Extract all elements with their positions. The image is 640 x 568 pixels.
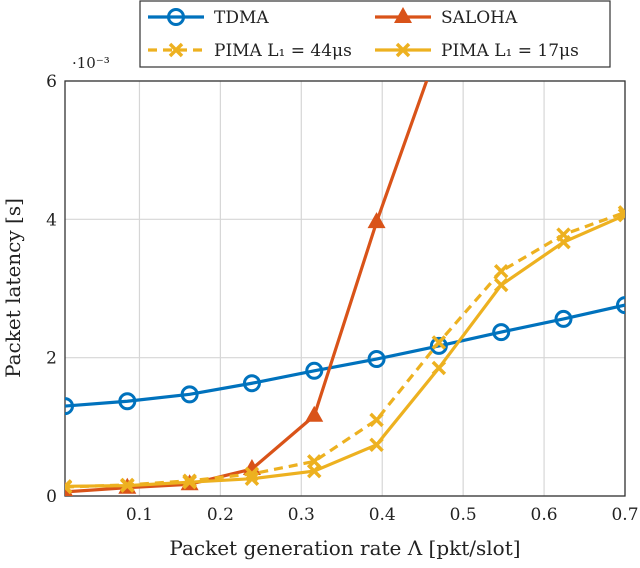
data-point — [616, 296, 625, 315]
x-tick-label: 0.4 — [369, 505, 396, 525]
y-tick-label: 2 — [46, 349, 57, 369]
data-point — [492, 323, 511, 342]
legend-item: PIMA L₁ = 17μs — [375, 41, 579, 61]
data-point — [556, 234, 571, 250]
data-point — [431, 335, 447, 350]
data-point — [429, 336, 448, 355]
x-tick-label: 0.3 — [288, 505, 315, 525]
data-point — [182, 474, 197, 490]
y-tick-label: 6 — [46, 72, 57, 92]
data-point — [65, 397, 74, 416]
legend-label: SALOHA — [441, 8, 518, 28]
data-point — [369, 437, 384, 453]
data-point — [367, 212, 386, 229]
data-point — [242, 374, 261, 393]
legend-marker — [167, 8, 185, 26]
legend-marker — [395, 42, 411, 58]
legend-marker — [394, 7, 412, 23]
x-tick-label: 0.1 — [126, 505, 153, 525]
series-2 — [65, 205, 625, 495]
series-0 — [65, 296, 625, 416]
series-line — [65, 303, 625, 408]
data-point — [554, 309, 573, 328]
series-line — [65, 210, 625, 489]
legend: TDMA SALOHA PIMA L₁ = 44μs PIMA L₁ = 17μs — [139, 0, 611, 68]
legend-box — [139, 0, 611, 68]
legend-item: TDMA — [148, 8, 269, 28]
x-tick-label: 0.6 — [531, 505, 558, 525]
legend-item: PIMA L₁ = 44μs — [148, 41, 352, 61]
y-multiplier: ·10⁻³ — [72, 54, 110, 72]
series-line — [65, 213, 625, 488]
plot-frame — [64, 80, 626, 497]
data-point — [307, 463, 322, 479]
data-point — [367, 350, 386, 369]
x-axis-label: Packet generation rate Λ [pkt/slot] — [169, 536, 520, 560]
series-3 — [65, 207, 625, 494]
data-point — [493, 263, 509, 279]
legend-marker — [168, 42, 184, 58]
y-axis-label: Packet latency [s] — [1, 198, 25, 378]
legend-label: PIMA L₁ = 44μs — [214, 41, 352, 61]
data-point — [180, 385, 199, 404]
data-point — [369, 412, 384, 428]
legend-label: TDMA — [214, 8, 269, 28]
x-tick-label: 0.2 — [207, 505, 234, 525]
data-point — [305, 361, 324, 380]
x-tick-label: 0.7 — [611, 505, 638, 525]
x-tick-label: 0.5 — [450, 505, 477, 525]
data-point — [617, 207, 625, 223]
data-point — [431, 360, 447, 376]
data-point — [244, 471, 260, 486]
legend-label: PIMA L₁ = 17μs — [441, 41, 579, 61]
y-tick-label: 0 — [46, 487, 57, 507]
y-tick-label: 4 — [46, 210, 57, 230]
data-point — [65, 479, 73, 494]
data-point — [305, 405, 324, 422]
data-point — [120, 478, 135, 493]
data-point — [118, 392, 137, 411]
data-point — [493, 277, 509, 293]
legend-item: SALOHA — [375, 7, 518, 28]
